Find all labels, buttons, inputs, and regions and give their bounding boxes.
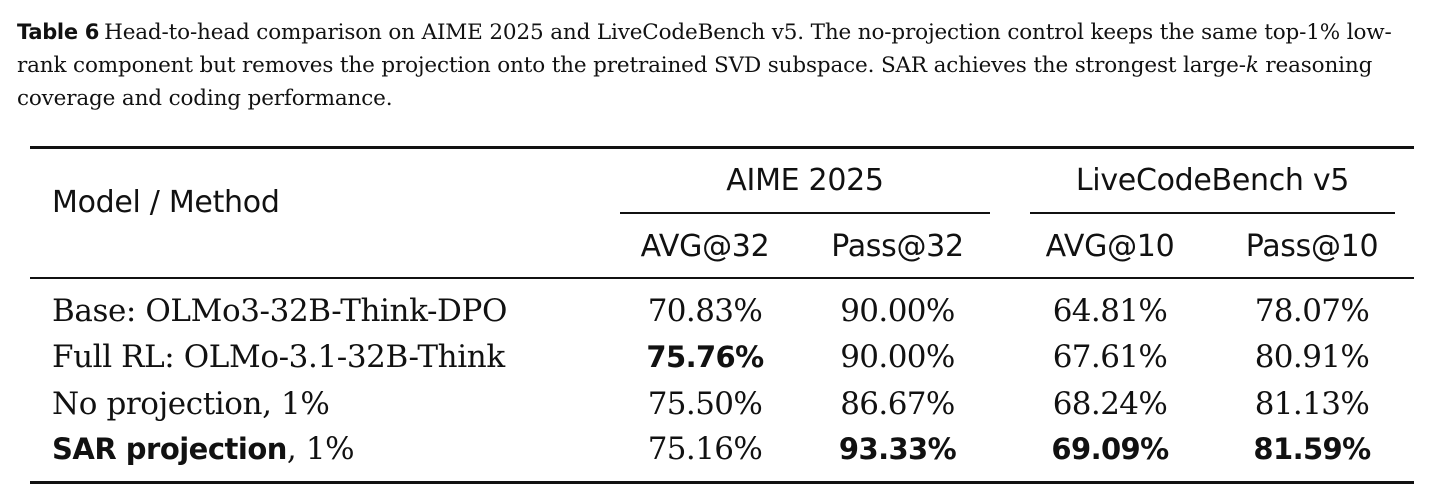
table-row-base: Base: OLMo3-32B-Think-DPO 70.83% 90.00% … [0,290,1444,336]
cell-lcb-avg10: 64.81% [1052,293,1168,329]
header-lcb-pass10: Pass@10 [1245,229,1379,264]
cell-aime-avg32: 75.16% [647,431,763,467]
cell-lcb-avg10: 67.61% [1052,339,1168,375]
table-top-rule [30,146,1414,149]
caption-text-part1: Head-to-head comparison on AIME 2025 and… [17,20,1392,78]
cell-lcb-pass10: 81.13% [1254,386,1370,422]
cell-lcb-avg10: 68.24% [1052,386,1168,422]
header-group-aime-2025: AIME 2025 [726,163,884,198]
row-label: No projection, 1% [52,386,330,422]
cell-aime-pass32: 90.00% [840,339,955,375]
cell-lcb-pass10: 80.91% [1254,339,1370,375]
table-header-rule [30,277,1414,279]
row-label: Full RL: OLMo-3.1-32B-Think [52,339,505,375]
header-aime-pass32: Pass@32 [831,229,964,264]
row-label-suffix: , 1% [286,431,355,467]
table-caption: Table 6 Head-to-head comparison on AIME 2… [17,16,1431,115]
row-label: SAR projection, 1% [52,428,355,470]
cell-aime-pass32: 86.67% [840,386,955,422]
header-aime-avg32: AVG@32 [640,229,770,264]
aime-group-underline [620,212,990,214]
cell-aime-pass32: 90.00% [840,293,955,329]
row-label-method: SAR projection [52,432,287,466]
table-row-full-rl: Full RL: OLMo-3.1-32B-Think 75.76% 90.00… [0,336,1444,382]
row-label: Base: OLMo3-32B-Think-DPO [52,293,507,329]
header-group-livecodebench-v5: LiveCodeBench v5 [1075,163,1350,198]
table-row-no-projection: No projection, 1% 75.50% 86.67% 68.24% 8… [0,383,1444,429]
lcb-group-underline [1030,212,1395,214]
caption-variable-k: k [1245,53,1259,78]
cell-lcb-pass10: 78.07% [1254,293,1370,329]
cell-aime-pass32: 93.33% [838,432,957,466]
table-row-sar-projection: SAR projection, 1% 75.16% 93.33% 69.09% … [0,428,1444,474]
caption-text-part2: reasoning coverage and coding performanc… [17,53,1373,111]
header-lcb-avg10: AVG@10 [1045,229,1175,264]
cell-lcb-avg10: 69.09% [1051,432,1169,466]
cell-aime-avg32: 75.76% [646,340,764,374]
table-bottom-rule [30,481,1414,484]
cell-aime-avg32: 75.50% [647,386,763,422]
cell-aime-avg32: 70.83% [647,293,763,329]
header-model-method: Model / Method [52,185,280,220]
cell-lcb-pass10: 81.59% [1253,432,1371,466]
caption-label: Table 6 [17,20,100,44]
